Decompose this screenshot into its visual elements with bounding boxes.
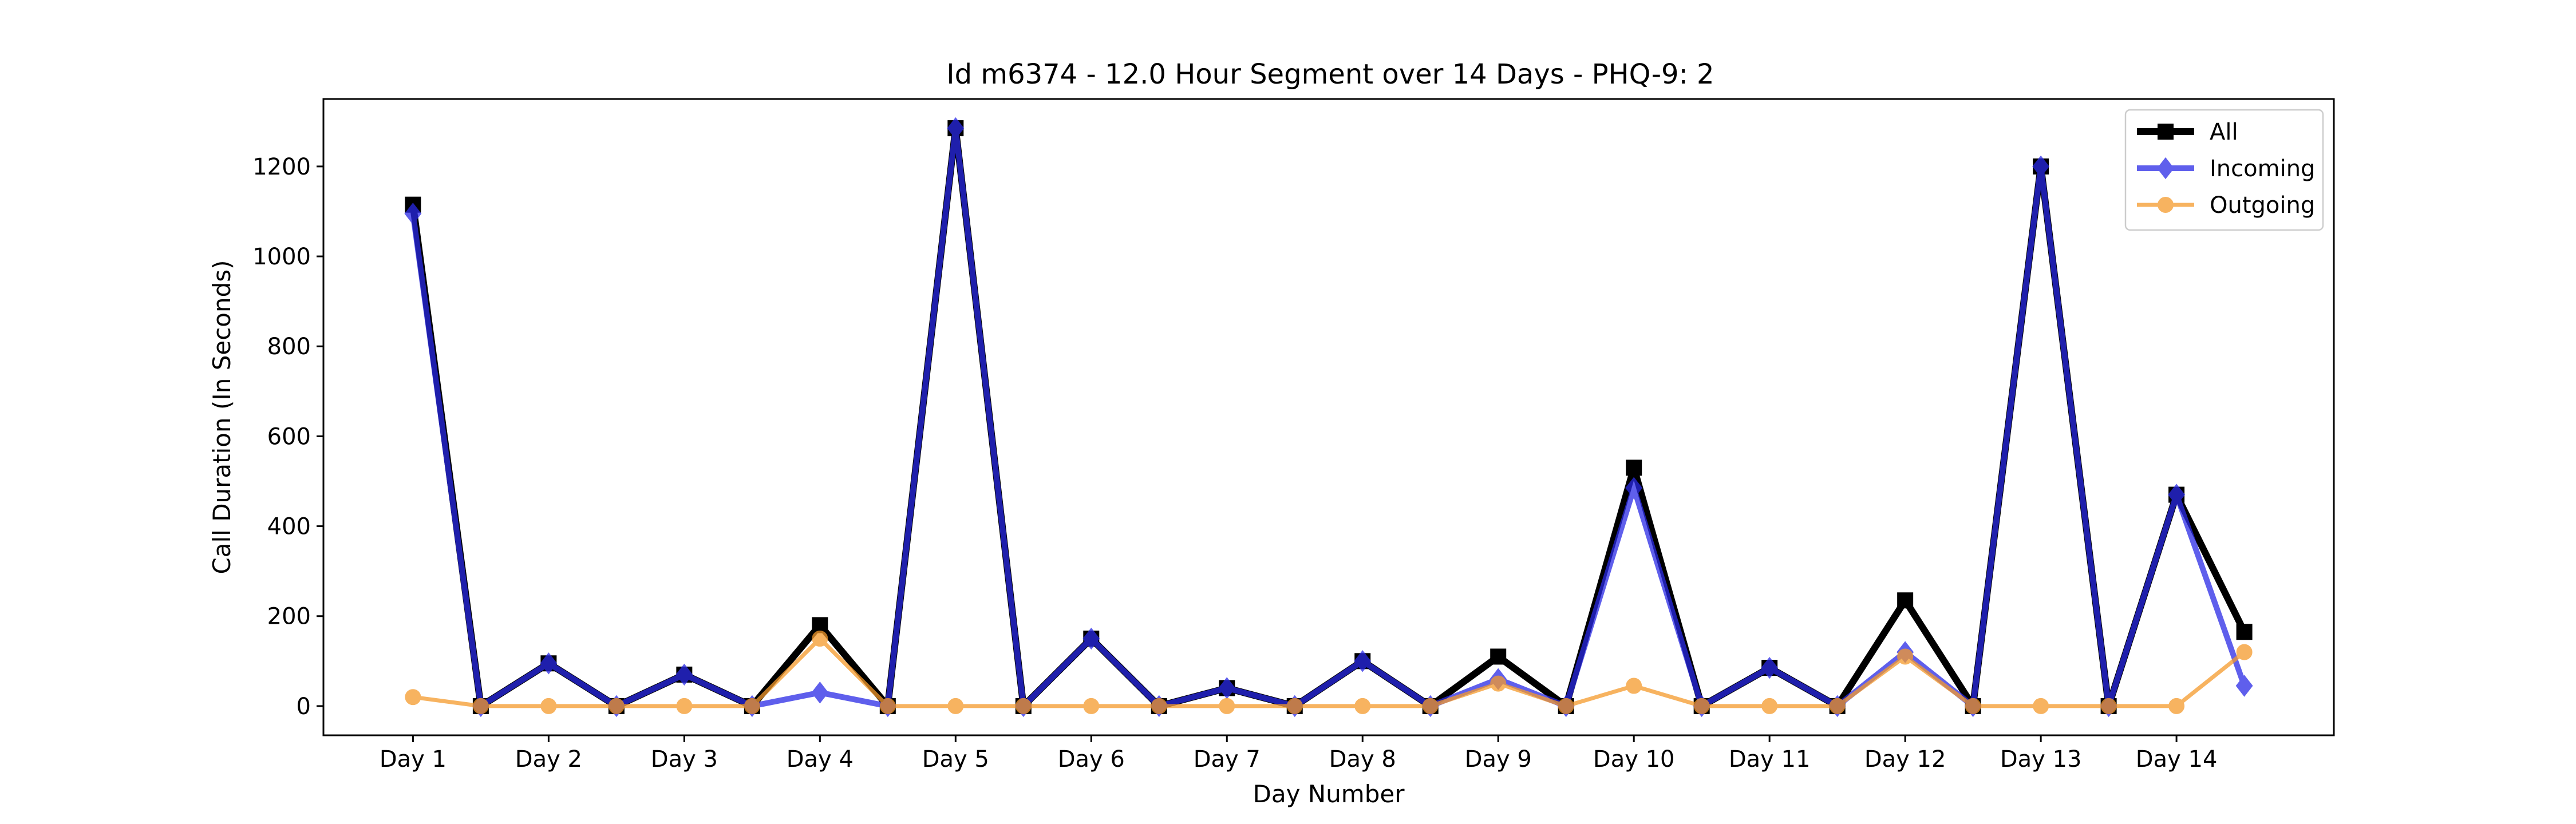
- data-point-incoming: [2235, 675, 2253, 697]
- data-point-incoming: [2168, 484, 2186, 506]
- data-point-incoming: [1761, 656, 1779, 679]
- y-tick-label: 400: [267, 514, 311, 540]
- y-tick-label: 200: [267, 604, 311, 630]
- x-axis: Day 1 Day 2 Day 3 Day 4 Day 5 Day 6 Day 7 Day 8…: [380, 735, 2218, 772]
- data-point-outgoing: [1219, 698, 1235, 714]
- x-tick-label: Day 8: [1329, 746, 1396, 772]
- data-point-outgoing: [1626, 678, 1642, 694]
- data-point-outgoing: [2236, 644, 2253, 660]
- plot-area: [322, 98, 2335, 736]
- data-point-outgoing: [1083, 698, 1100, 714]
- legend-marker-incoming: [2157, 157, 2174, 180]
- data-point-incoming: [1625, 477, 1643, 499]
- data-point-outgoing: [879, 698, 896, 714]
- data-point-outgoing: [1965, 698, 1981, 714]
- legend-label-outgoing: Outgoing: [2210, 192, 2315, 219]
- x-tick-label: Day 7: [1194, 746, 1261, 772]
- legend-item-incoming: [2137, 157, 2194, 180]
- legend-item-all: [2137, 124, 2194, 140]
- series-outgoing: [405, 631, 2253, 714]
- chart-title: Id m6374 - 12.0 Hour Segment over 14 Day…: [946, 58, 1714, 90]
- legend-box: [2124, 109, 2324, 231]
- data-point-all: [2236, 624, 2253, 640]
- x-tick-label: Day 13: [2000, 746, 2082, 772]
- data-point-incoming: [404, 203, 422, 225]
- data-point-outgoing: [947, 698, 964, 714]
- data-point-all: [1490, 648, 1507, 665]
- x-tick-label: Day 9: [1465, 746, 1532, 772]
- legend-label-all: All: [2210, 119, 2238, 145]
- y-tick-label: 1200: [252, 154, 311, 180]
- data-point-outgoing: [1558, 698, 1574, 714]
- data-point-outgoing: [2033, 698, 2049, 714]
- data-point-all: [1897, 592, 1914, 609]
- legend-item-outgoing: [2137, 197, 2194, 213]
- y-axis-label: Call Duration (In Seconds): [208, 260, 236, 574]
- legend-marker-all: [2158, 124, 2174, 140]
- x-tick-label: Day 3: [651, 746, 718, 772]
- series-incoming: [404, 117, 2253, 718]
- y-tick-label: 1000: [252, 244, 311, 270]
- x-tick-label: Day 5: [922, 746, 989, 772]
- y-tick-label: 800: [267, 334, 311, 360]
- x-tick-label: Day 12: [1864, 746, 1946, 772]
- data-point-outgoing: [1897, 648, 1914, 665]
- x-tick-label: Day 14: [2136, 746, 2218, 772]
- data-point-incoming: [675, 663, 693, 686]
- legend: All Incoming Outgoing: [2124, 109, 2324, 231]
- data-point-outgoing: [1286, 698, 1303, 714]
- data-point-outgoing: [1354, 698, 1371, 714]
- x-tick-label: Day 6: [1058, 746, 1125, 772]
- y-tick-label: 600: [267, 423, 311, 450]
- x-axis-label: Day Number: [1253, 780, 1405, 808]
- data-point-outgoing: [1829, 698, 1846, 714]
- data-point-incoming: [947, 117, 965, 140]
- data-point-outgoing: [2168, 698, 2185, 714]
- data-point-all: [812, 617, 828, 633]
- y-axis: 0 200 400 600 800 1000 1200: [252, 154, 323, 720]
- series-layer: [404, 117, 2253, 718]
- data-point-all: [1626, 459, 1642, 476]
- data-point-incoming: [540, 652, 558, 675]
- series-line-incoming: [410, 125, 2247, 709]
- legend-marker-outgoing: [2158, 197, 2174, 213]
- data-point-outgoing: [608, 698, 625, 714]
- data-point-outgoing: [812, 631, 828, 647]
- series-all: [405, 120, 2253, 714]
- x-tick-label: Day 11: [1729, 746, 1811, 772]
- x-tick-label: Day 2: [515, 746, 582, 772]
- data-point-outgoing: [472, 698, 489, 714]
- data-point-incoming: [1354, 650, 1372, 672]
- data-point-outgoing: [1490, 675, 1507, 692]
- data-point-outgoing: [676, 698, 693, 714]
- data-point-incoming: [2032, 155, 2050, 178]
- x-tick-label: Day 1: [380, 746, 447, 772]
- x-tick-label: Day 4: [787, 746, 854, 772]
- data-point-outgoing: [744, 698, 760, 714]
- legend-label-incoming: Incoming: [2210, 156, 2315, 182]
- data-point-outgoing: [1422, 698, 1439, 714]
- x-tick-label: Day 10: [1593, 746, 1675, 772]
- data-point-outgoing: [2100, 698, 2117, 714]
- series-line-outgoing: [412, 636, 2246, 708]
- data-point-outgoing: [1015, 698, 1032, 714]
- data-point-outgoing: [1151, 698, 1167, 714]
- data-point-outgoing: [405, 689, 421, 706]
- data-point-incoming: [811, 682, 829, 704]
- data-point-outgoing: [1693, 698, 1710, 714]
- data-point-incoming: [1082, 627, 1100, 650]
- series-line-all: [409, 125, 2247, 710]
- data-point-outgoing: [540, 698, 557, 714]
- data-point-outgoing: [1761, 698, 1778, 714]
- y-tick-label: 0: [297, 694, 311, 720]
